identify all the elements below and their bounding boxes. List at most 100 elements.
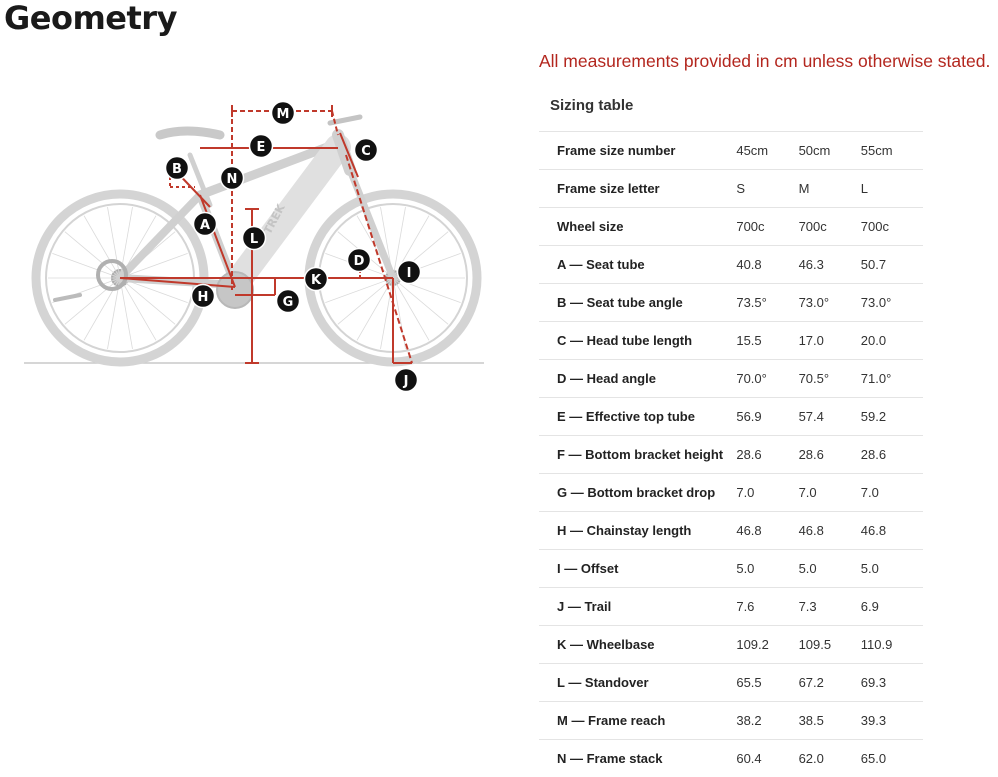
row-value: 50.7 xyxy=(861,246,923,284)
row-value: 17.0 xyxy=(799,322,861,360)
row-label: H — Chainstay length xyxy=(539,512,736,550)
row-value: 700c xyxy=(736,208,798,246)
row-label: Frame size letter xyxy=(539,170,736,208)
row-label: G — Bottom bracket drop xyxy=(539,474,736,512)
row-value: 700c xyxy=(861,208,923,246)
row-value: S xyxy=(736,170,798,208)
row-value: 28.6 xyxy=(736,436,798,474)
row-label: B — Seat tube angle xyxy=(539,284,736,322)
row-value: 7.6 xyxy=(736,588,798,626)
row-value: 46.8 xyxy=(736,512,798,550)
svg-text:H: H xyxy=(198,290,209,305)
row-value: 39.3 xyxy=(861,702,923,740)
row-label: K — Wheelbase xyxy=(539,626,736,664)
row-label: Wheel size xyxy=(539,208,736,246)
marker-b: B xyxy=(166,157,189,180)
row-value: 46.8 xyxy=(799,512,861,550)
row-value: L xyxy=(861,170,923,208)
row-value: 40.8 xyxy=(736,246,798,284)
row-value: 57.4 xyxy=(799,398,861,436)
row-value: 28.6 xyxy=(861,436,923,474)
svg-text:E: E xyxy=(257,140,266,155)
spoke xyxy=(338,278,393,324)
row-value: 109.2 xyxy=(736,626,798,664)
page-title: Geometry xyxy=(4,0,177,38)
row-value: 73.0° xyxy=(861,284,923,322)
marker-l: L xyxy=(243,227,266,250)
row-value: 55cm xyxy=(861,132,923,170)
row-label: D — Head angle xyxy=(539,360,736,398)
svg-text:J: J xyxy=(403,374,409,389)
marker-h: H xyxy=(192,285,215,308)
row-label: N — Frame stack xyxy=(539,740,736,777)
marker-d: D xyxy=(348,249,371,272)
row-value: 73.0° xyxy=(799,284,861,322)
row-value: 28.6 xyxy=(799,436,861,474)
row-value: 59.2 xyxy=(861,398,923,436)
spoke xyxy=(65,278,120,324)
row-label: C — Head tube length xyxy=(539,322,736,360)
svg-text:M: M xyxy=(277,107,290,122)
row-value: 5.0 xyxy=(736,550,798,588)
svg-text:C: C xyxy=(361,144,371,159)
row-value: 6.9 xyxy=(861,588,923,626)
row-value: M xyxy=(799,170,861,208)
marker-m: M xyxy=(272,102,295,125)
marker-e: E xyxy=(250,135,273,158)
row-label: Frame size number xyxy=(539,132,736,170)
marker-n: N xyxy=(221,167,244,190)
row-value: 70.5° xyxy=(799,360,861,398)
row-value: 60.4 xyxy=(736,740,798,777)
row-value: 71.0° xyxy=(861,360,923,398)
spoke xyxy=(393,278,448,324)
row-label: A — Seat tube xyxy=(539,246,736,284)
row-value: 46.3 xyxy=(799,246,861,284)
row-value: 7.0 xyxy=(861,474,923,512)
marker-g: G xyxy=(277,290,300,313)
row-value: 56.9 xyxy=(736,398,798,436)
svg-text:B: B xyxy=(172,162,182,177)
row-value: 69.3 xyxy=(861,664,923,702)
row-value: 46.8 xyxy=(861,512,923,550)
row-label: E — Effective top tube xyxy=(539,398,736,436)
row-value: 5.0 xyxy=(861,550,923,588)
row-label: L — Standover xyxy=(539,664,736,702)
row-value: 700c xyxy=(799,208,861,246)
row-label: J — Trail xyxy=(539,588,736,626)
row-value: 62.0 xyxy=(799,740,861,777)
svg-text:A: A xyxy=(200,218,210,233)
row-value: 7.3 xyxy=(799,588,861,626)
row-value: 73.5° xyxy=(736,284,798,322)
spoke xyxy=(325,278,393,303)
row-value: 45cm xyxy=(736,132,798,170)
row-value: 7.0 xyxy=(799,474,861,512)
sizing-table-heading: Sizing table xyxy=(550,96,633,116)
row-value: 67.2 xyxy=(799,664,861,702)
row-value: 38.5 xyxy=(799,702,861,740)
row-label: I — Offset xyxy=(539,550,736,588)
marker-i: I xyxy=(398,261,421,284)
svg-text:I: I xyxy=(407,266,412,281)
spoke xyxy=(52,253,120,278)
row-value: 65.5 xyxy=(736,664,798,702)
row-value: 65.0 xyxy=(861,740,923,777)
row-label: F — Bottom bracket height xyxy=(539,436,736,474)
